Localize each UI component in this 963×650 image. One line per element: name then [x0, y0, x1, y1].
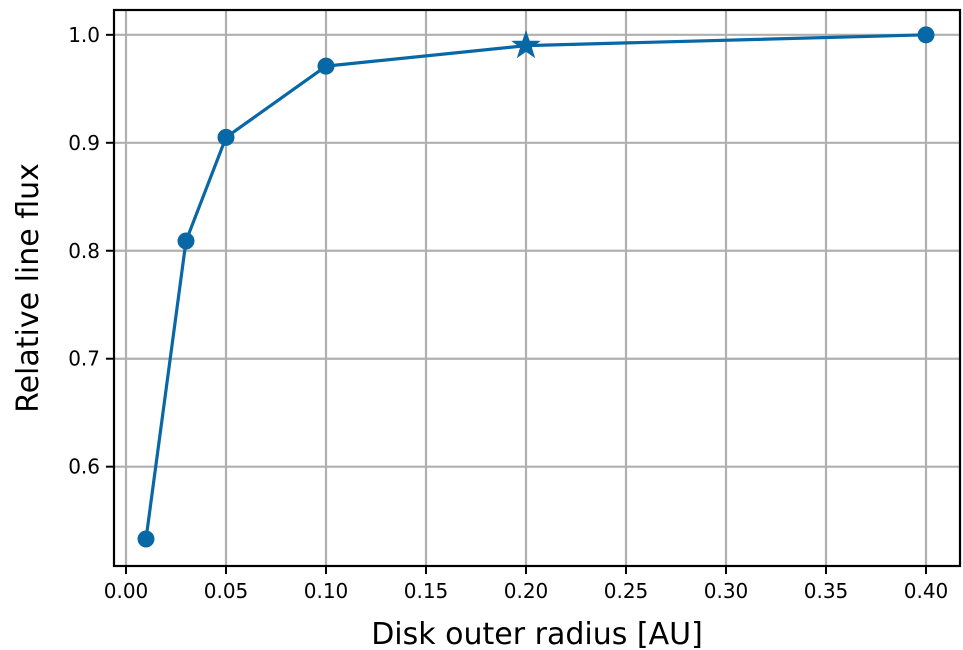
x-axis-label: Disk outer radius [AU] [371, 617, 703, 650]
x-tick-label: 0.10 [304, 579, 349, 603]
x-tick-label: 0.25 [604, 579, 649, 603]
tick-marks [106, 33, 927, 574]
grid-lines [114, 10, 960, 566]
y-tick-label: 1.0 [68, 23, 100, 47]
data-point [177, 232, 195, 250]
x-tick-label: 0.20 [504, 579, 549, 603]
y-tick-label: 0.6 [68, 455, 100, 479]
data-point [137, 530, 155, 548]
x-tick-label: 0.30 [704, 579, 749, 603]
x-tick-label: 0.00 [104, 579, 149, 603]
x-tick-label: 0.05 [204, 579, 249, 603]
star-point [511, 30, 541, 59]
data-point [217, 128, 235, 146]
x-tick-label: 0.40 [904, 579, 949, 603]
y-axis-label: Relative line flux [11, 163, 46, 413]
data-point [317, 57, 335, 75]
y-tick-label: 0.8 [68, 239, 100, 263]
plot-frame [112, 8, 962, 568]
y-tick-label: 0.7 [68, 347, 100, 371]
x-tick-label: 0.35 [804, 579, 849, 603]
y-tick-label: 0.9 [68, 131, 100, 155]
series-layer [137, 26, 935, 548]
series-line [144, 33, 927, 540]
tick-labels: 0.00 0.05 0.10 0.15 0.20 0.25 0.30 0.35 0.40 0.6 0… [68, 23, 948, 603]
data-point [917, 26, 935, 44]
x-tick-label: 0.15 [404, 579, 449, 603]
